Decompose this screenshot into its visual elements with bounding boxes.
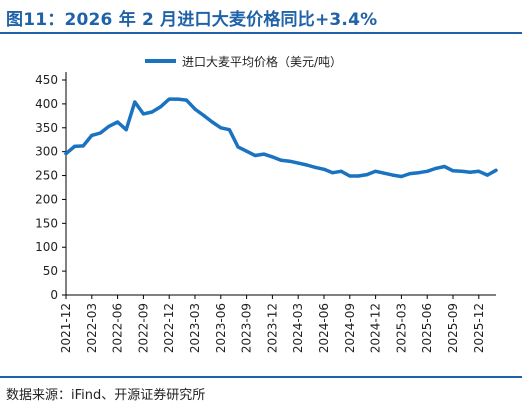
data-point [236,145,240,149]
x-tick-label: 2022-03 [85,303,99,353]
data-point [331,171,335,175]
data-point [270,155,274,159]
x-tick-label: 2025-12 [472,303,486,353]
x-tick-label: 2024-03 [291,303,305,353]
data-point [141,112,145,116]
legend: 进口大麦平均价格（美元/吨） [145,54,342,69]
data-point [90,133,94,137]
data-point [374,169,378,173]
chart-title: 图11：2026 年 2 月进口大麦价格同比+3.4% [6,10,378,30]
data-point [279,158,283,162]
data-point [313,165,317,169]
data-point [253,153,257,158]
data-point [245,149,249,153]
data-point [408,172,412,176]
data-point [485,173,489,177]
data-point [73,144,77,148]
x-tick-label: 2023-03 [188,303,202,353]
data-point [356,174,360,178]
data-point [305,163,309,167]
x-tick-label: 2023-12 [265,303,279,353]
line-chart: 进口大麦平均价格（美元/吨） 0 50 100 150 200 250 300 350 400 4… [35,54,498,353]
series-layer [64,97,498,179]
data-point [227,128,231,132]
series-line [64,97,498,179]
data-point [193,107,197,111]
data-point [184,98,188,102]
y-tick-label: 200 [35,192,58,206]
data-point [202,113,206,117]
x-tick-label: 2022-06 [111,303,125,353]
x-tick-label: 2025-03 [394,303,408,353]
y-tick-label: 100 [35,240,58,254]
y-tick-label: 50 [43,264,58,278]
data-point [219,126,223,130]
title-bar: 图11：2026 年 2 月进口大麦价格同比+3.4% [0,0,522,34]
data-point [494,168,498,172]
x-tick-label: 2023-06 [214,303,228,353]
x-tick-label: 2025-06 [420,303,434,353]
source-note: 数据来源：iFind、开源证券研究所 [6,388,206,403]
data-point [167,97,171,101]
data-point [425,169,429,173]
x-axis-ticks: 2021-12 2022-03 2022-06 2022-09 2022-12 2023-… [59,295,486,353]
axes [65,72,496,296]
data-point [210,120,214,124]
x-tick-label: 2023-09 [240,303,254,353]
data-point [477,169,481,173]
x-tick-label: 2021-12 [59,303,73,353]
data-point [322,167,326,171]
y-tick-label: 150 [35,216,58,230]
data-point [391,173,395,177]
y-tick-label: 400 [35,97,58,111]
data-point [451,169,455,173]
data-point [399,174,403,179]
data-point [262,152,266,156]
data-point [124,128,128,132]
y-tick-label: 250 [35,169,58,183]
x-tick-label: 2022-09 [136,303,150,353]
x-tick-label: 2024-06 [317,303,331,353]
x-tick-label: 2024-12 [369,303,383,353]
y-tick-label: 0 [50,288,58,302]
data-point [460,169,464,173]
y-tick-label: 450 [35,73,58,87]
data-point [382,171,386,175]
data-point [348,174,352,178]
data-point [133,100,137,104]
y-axis-ticks: 0 50 100 150 200 250 300 350 400 450 [35,73,66,302]
y-tick-label: 300 [35,145,58,159]
data-point [365,173,369,177]
data-point [417,171,421,175]
x-tick-label: 2022-12 [162,303,176,353]
data-point [81,144,85,148]
data-point [296,161,300,165]
data-point [434,166,438,170]
data-point [468,170,472,174]
source-bar: 数据来源：iFind、开源证券研究所 [0,376,522,408]
y-tick-label: 350 [35,121,58,135]
data-point [442,164,446,169]
legend-label: 进口大麦平均价格（美元/吨） [182,54,342,69]
data-point [176,97,180,101]
data-point [107,124,111,128]
data-point [64,152,68,156]
data-point [150,110,154,114]
data-point [98,131,102,135]
data-point [159,105,163,109]
x-tick-label: 2024-09 [343,303,357,353]
x-tick-label: 2025-09 [446,303,460,353]
data-point [288,159,292,163]
data-point [339,169,343,173]
data-point [116,120,120,124]
